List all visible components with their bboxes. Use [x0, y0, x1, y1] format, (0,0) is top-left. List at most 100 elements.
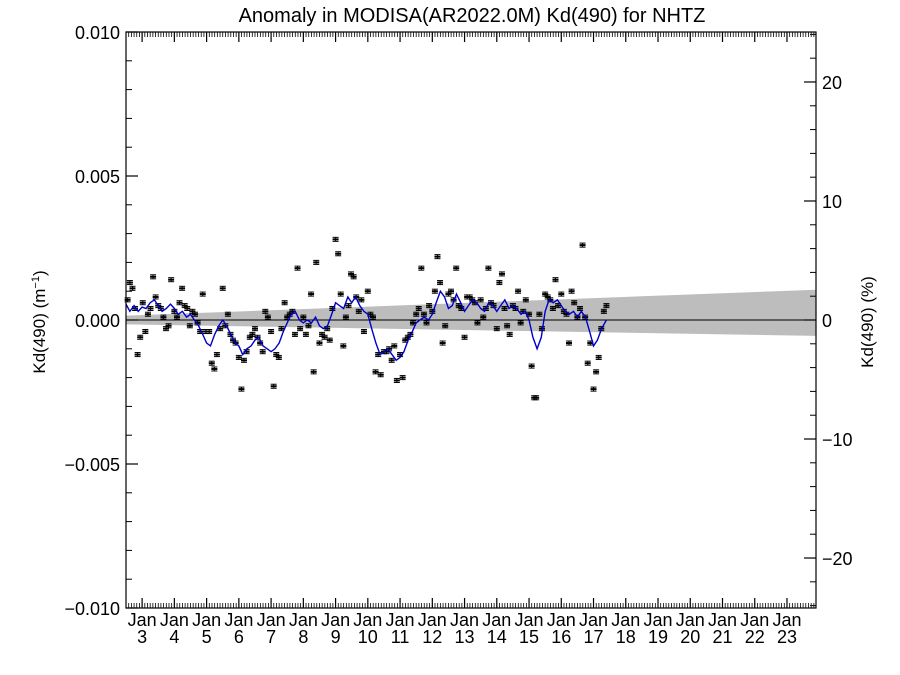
data-point [528, 363, 535, 369]
data-point [160, 314, 167, 320]
x-tick-month-label: Jan [321, 610, 350, 630]
data-point [211, 366, 218, 372]
data-point [219, 285, 226, 291]
x-tick-year-label: 22 [745, 627, 765, 647]
data-point [418, 265, 425, 271]
data-point [590, 386, 597, 392]
x-tick-month-label: Jan [192, 610, 221, 630]
x-tick-month-label: Jan [224, 610, 253, 630]
data-point [434, 254, 441, 260]
data-point [137, 334, 144, 340]
x-tick-year-label: 8 [298, 627, 308, 647]
data-point [566, 340, 573, 346]
x-tick-month-label: Jan [676, 610, 705, 630]
x-tick-year-label: 19 [648, 627, 668, 647]
data-point [134, 352, 141, 358]
x-tick-month-label: Jan [128, 610, 157, 630]
data-point [332, 236, 339, 242]
data-point [372, 369, 379, 375]
data-point [316, 340, 323, 346]
data-point [377, 372, 384, 378]
data-point [259, 349, 266, 355]
data-point [506, 331, 513, 337]
data-point [342, 314, 349, 320]
data-point [498, 271, 505, 277]
data-point [350, 274, 357, 280]
left-axis-ticks: −0.010 −0.005 0.000 0.005 0.010 [64, 23, 138, 619]
x-tick-year-label: 11 [391, 627, 410, 647]
data-point [294, 265, 301, 271]
x-axis-ticks: Jan3Jan4Jan5Jan6Jan7Jan8Jan9Jan10Jan11Ja… [125, 32, 815, 647]
data-point [431, 288, 438, 294]
data-point [593, 369, 600, 375]
right-tick-label: 20 [822, 73, 842, 93]
right-axis-label: Kd(490) (%) [858, 276, 877, 368]
data-point [439, 340, 446, 346]
data-point [275, 354, 282, 360]
data-point [364, 288, 371, 294]
data-point [278, 326, 285, 332]
x-tick-year-label: 4 [169, 627, 179, 647]
data-point [461, 334, 468, 340]
data-point [480, 314, 487, 320]
data-point [235, 354, 242, 360]
x-tick-year-label: 10 [358, 627, 378, 647]
data-point [126, 280, 133, 286]
data-point [208, 360, 215, 366]
left-tick-label: 0.000 [75, 311, 120, 331]
left-tick-label: −0.005 [64, 455, 120, 475]
data-point [192, 311, 198, 317]
data-point [150, 274, 157, 280]
data-point [224, 311, 231, 317]
data-point [579, 242, 586, 248]
x-tick-year-label: 7 [266, 627, 276, 647]
right-tick-label: 0 [822, 311, 832, 331]
x-tick-month-label: Jan [547, 610, 576, 630]
data-point [420, 311, 427, 317]
data-point [142, 329, 149, 335]
x-tick-year-label: 13 [455, 627, 475, 647]
data-point [496, 280, 503, 286]
data-point [144, 311, 151, 317]
data-point [522, 297, 529, 303]
data-point [442, 323, 449, 329]
data-point [493, 326, 500, 332]
data-point [199, 291, 206, 297]
x-tick-month-label: Jan [740, 610, 769, 630]
x-tick-month-label: Jan [643, 610, 672, 630]
data-point [549, 305, 556, 311]
data-point [515, 288, 522, 294]
x-tick-month-label: Jan [482, 610, 511, 630]
data-point [413, 311, 420, 317]
data-point [264, 314, 271, 320]
data-point [388, 357, 395, 363]
x-tick-month-label: Jan [772, 610, 801, 630]
x-tick-month-label: Jan [160, 610, 189, 630]
data-point [360, 329, 367, 335]
data-point [533, 395, 540, 401]
data-point [326, 337, 333, 343]
data-point [426, 303, 433, 309]
data-point [321, 334, 328, 340]
data-point [206, 329, 213, 335]
data-point [340, 343, 347, 349]
data-point [300, 314, 307, 320]
data-point [345, 303, 352, 309]
data-point [176, 300, 183, 306]
data-point [129, 285, 136, 291]
data-point [238, 386, 245, 392]
x-tick-year-label: 23 [777, 627, 797, 647]
x-tick-month-label: Jan [708, 610, 737, 630]
data-point [337, 291, 344, 297]
left-tick-label: 0.010 [75, 23, 120, 43]
data-point [568, 288, 575, 294]
data-point [355, 308, 362, 314]
data-point [358, 297, 365, 303]
data-point [399, 375, 406, 381]
right-tick-label: 10 [822, 192, 842, 212]
data-point [448, 288, 455, 294]
x-tick-month-label: Jan [257, 610, 286, 630]
data-point [302, 331, 309, 337]
right-axis-ticks: −20 −10 0 10 20 [804, 33, 853, 607]
data-point [251, 326, 258, 332]
